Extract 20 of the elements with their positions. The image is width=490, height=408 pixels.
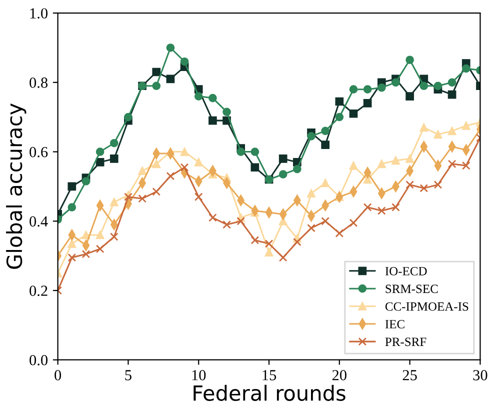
x-axis-title: Federal rounds xyxy=(194,384,346,401)
legend-label: IO-ECD xyxy=(385,267,427,276)
x-tick-label: 20 xyxy=(332,370,346,380)
y-tick-label: 0.8 xyxy=(30,78,48,88)
x-tick-label: 5 xyxy=(125,370,132,380)
legend-label: IEC xyxy=(385,320,404,328)
legend-label: PR-SRF xyxy=(385,338,426,346)
y-tick-label: 1.0 xyxy=(30,8,48,19)
x-tick-label: 25 xyxy=(402,370,417,380)
y-axis-title: Global accuracy xyxy=(6,104,26,269)
x-tick-label: 0 xyxy=(54,370,62,380)
x-tick-label: 10 xyxy=(192,370,206,380)
legend-label: SRM-SEC xyxy=(386,284,438,294)
y-tick-label: 0.0 xyxy=(30,354,48,366)
x-tick-label: 15 xyxy=(262,370,276,380)
legend-label: CC-IPMOEA-IS xyxy=(385,302,468,311)
x-tick-label: 30 xyxy=(473,370,488,380)
y-tick-label: 0.2 xyxy=(30,286,48,296)
y-tick-label: 0.4 xyxy=(30,216,48,227)
y-tick-label: 0.6 xyxy=(30,146,48,158)
